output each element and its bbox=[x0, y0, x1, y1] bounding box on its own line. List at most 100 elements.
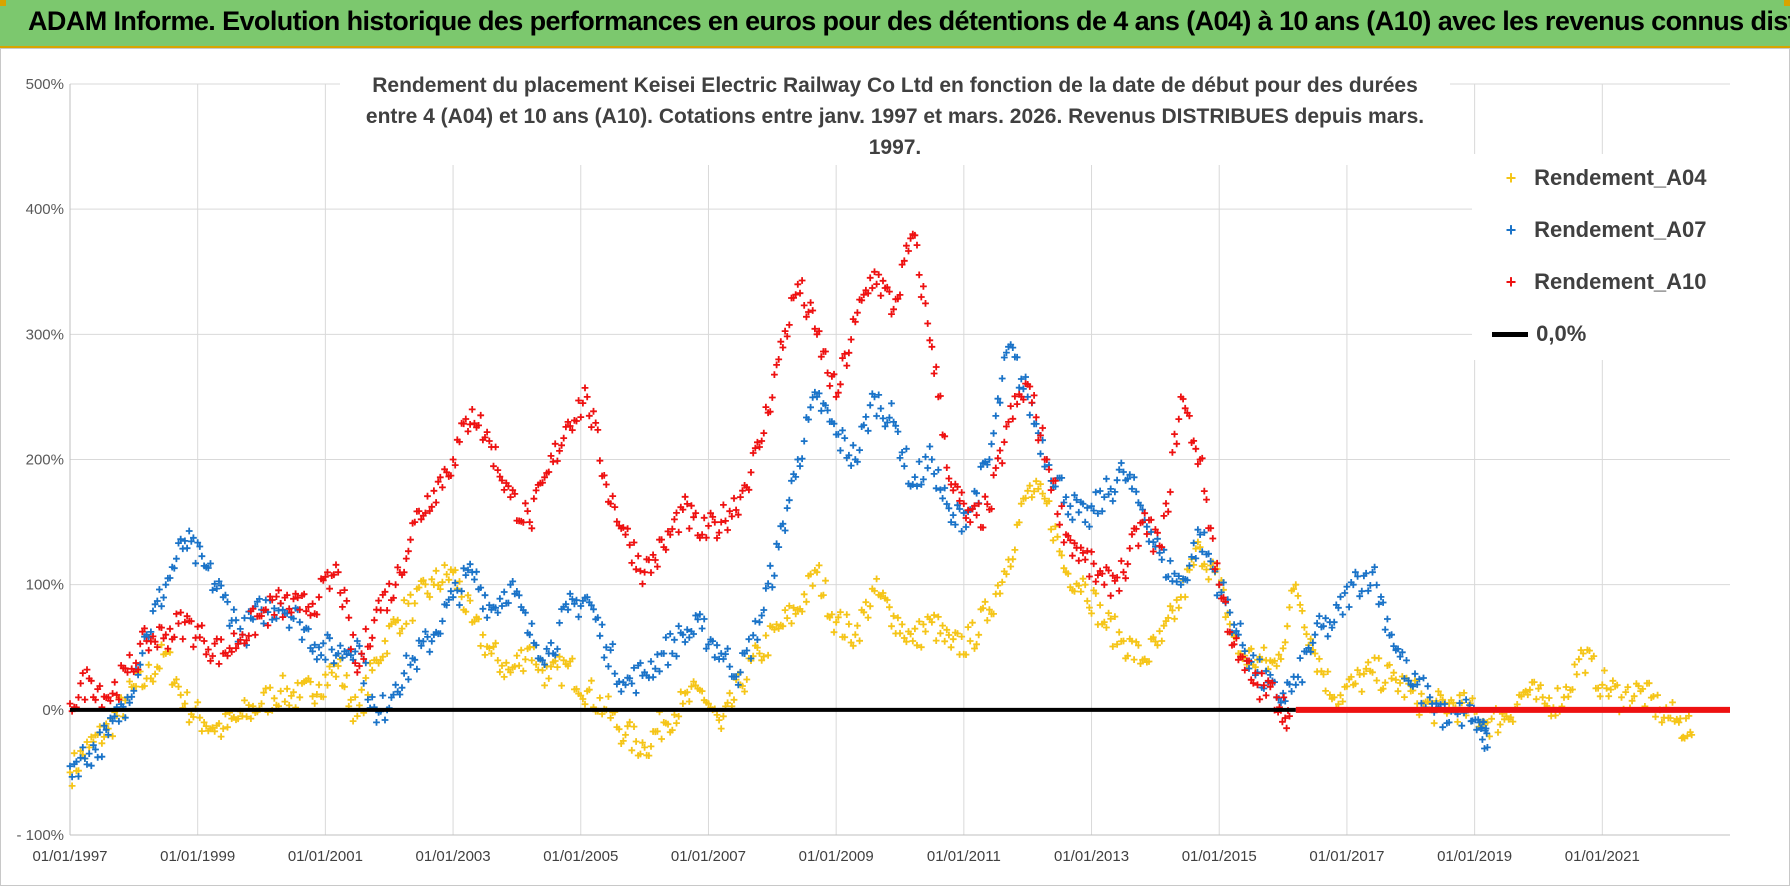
point-a10 bbox=[1005, 418, 1012, 426]
point-a10 bbox=[134, 666, 142, 673]
point-a10 bbox=[439, 484, 446, 491]
point-a04 bbox=[66, 769, 74, 776]
legend-line-zero bbox=[1492, 331, 1528, 337]
point-a07 bbox=[598, 621, 606, 628]
point-a04 bbox=[851, 631, 859, 639]
point-a10 bbox=[113, 691, 121, 699]
point-a07 bbox=[319, 639, 327, 647]
point-a04 bbox=[1676, 715, 1684, 722]
point-a07 bbox=[1366, 582, 1374, 589]
y-axis-labels: 500% 400% 300% 200% 100% 0% - 100% bbox=[16, 76, 64, 844]
point-a07 bbox=[1096, 487, 1104, 495]
point-a04 bbox=[1571, 661, 1578, 668]
point-a10 bbox=[630, 539, 638, 546]
point-a04 bbox=[917, 643, 925, 651]
point-a04 bbox=[419, 576, 427, 584]
point-a04 bbox=[871, 587, 878, 595]
point-a07 bbox=[213, 585, 221, 592]
point-a07 bbox=[1207, 557, 1215, 565]
point-a07 bbox=[898, 449, 906, 456]
point-a07 bbox=[462, 571, 470, 579]
point-a04 bbox=[675, 713, 683, 720]
point-a10 bbox=[645, 556, 653, 564]
point-a04 bbox=[941, 637, 949, 645]
point-a04 bbox=[496, 668, 504, 676]
point-a10 bbox=[890, 305, 897, 313]
point-a04 bbox=[464, 591, 472, 599]
point-a04 bbox=[790, 604, 797, 612]
point-a07 bbox=[296, 618, 304, 626]
point-a04 bbox=[828, 611, 836, 618]
point-a04 bbox=[1054, 533, 1061, 541]
point-a07 bbox=[1132, 488, 1140, 496]
point-a07 bbox=[121, 714, 129, 722]
point-a07 bbox=[471, 576, 478, 583]
point-a10 bbox=[1269, 679, 1276, 687]
point-a07 bbox=[419, 638, 427, 645]
point-a07 bbox=[1171, 570, 1178, 577]
point-a10 bbox=[217, 636, 225, 643]
point-a10 bbox=[277, 600, 285, 607]
point-a10 bbox=[877, 292, 885, 299]
point-a04 bbox=[1160, 622, 1168, 630]
point-a07 bbox=[347, 651, 355, 659]
point-a04 bbox=[1379, 685, 1387, 693]
point-a07 bbox=[334, 650, 342, 657]
point-a10 bbox=[1030, 392, 1038, 399]
point-a07 bbox=[400, 669, 408, 677]
point-a10 bbox=[370, 616, 378, 624]
point-a07 bbox=[1098, 507, 1106, 515]
point-a10 bbox=[739, 487, 746, 495]
point-a10 bbox=[490, 462, 497, 470]
point-a10 bbox=[466, 421, 474, 428]
point-a10 bbox=[1245, 657, 1253, 665]
point-a10 bbox=[211, 640, 219, 647]
legend-label-a07: Rendement_A07 bbox=[1534, 217, 1707, 243]
y-tick-label: - 100% bbox=[16, 827, 64, 844]
point-a10 bbox=[1124, 560, 1132, 568]
point-a10 bbox=[300, 590, 308, 598]
point-a07 bbox=[1415, 675, 1423, 683]
point-a07 bbox=[1341, 589, 1349, 597]
point-a04 bbox=[1156, 627, 1163, 635]
point-a07 bbox=[920, 476, 927, 483]
point-a04 bbox=[368, 666, 376, 674]
point-a04 bbox=[185, 718, 193, 726]
point-a07 bbox=[783, 504, 791, 512]
point-a07 bbox=[436, 630, 444, 637]
point-a04 bbox=[1524, 691, 1532, 699]
point-a07 bbox=[224, 598, 231, 606]
point-a10 bbox=[481, 434, 489, 441]
point-a04 bbox=[170, 679, 178, 687]
point-a04 bbox=[200, 719, 208, 726]
point-a10 bbox=[424, 492, 431, 500]
point-a07 bbox=[485, 601, 493, 609]
point-a10 bbox=[1094, 571, 1102, 579]
point-a04 bbox=[1605, 692, 1613, 700]
point-a10 bbox=[658, 536, 665, 543]
point-a04 bbox=[1100, 618, 1108, 626]
point-a07 bbox=[566, 590, 574, 598]
point-a04 bbox=[428, 575, 436, 583]
point-a07 bbox=[279, 606, 287, 614]
point-a04 bbox=[1130, 656, 1138, 663]
point-a10 bbox=[722, 517, 729, 525]
point-a07 bbox=[700, 615, 708, 623]
point-a07 bbox=[871, 393, 878, 401]
point-a07 bbox=[428, 637, 436, 645]
point-a07 bbox=[690, 630, 697, 638]
point-a07 bbox=[411, 656, 419, 664]
point-a07 bbox=[1343, 583, 1351, 591]
point-a04 bbox=[351, 693, 359, 701]
point-a04 bbox=[715, 716, 723, 724]
point-a07 bbox=[1218, 589, 1225, 596]
point-a04 bbox=[658, 735, 665, 743]
point-a04 bbox=[854, 622, 861, 630]
point-a07 bbox=[894, 428, 902, 435]
point-a07 bbox=[194, 539, 202, 546]
point-a04 bbox=[1537, 681, 1544, 689]
point-a10 bbox=[988, 505, 995, 513]
point-a10 bbox=[798, 277, 806, 284]
point-a07 bbox=[498, 602, 506, 610]
point-a10 bbox=[781, 327, 789, 335]
